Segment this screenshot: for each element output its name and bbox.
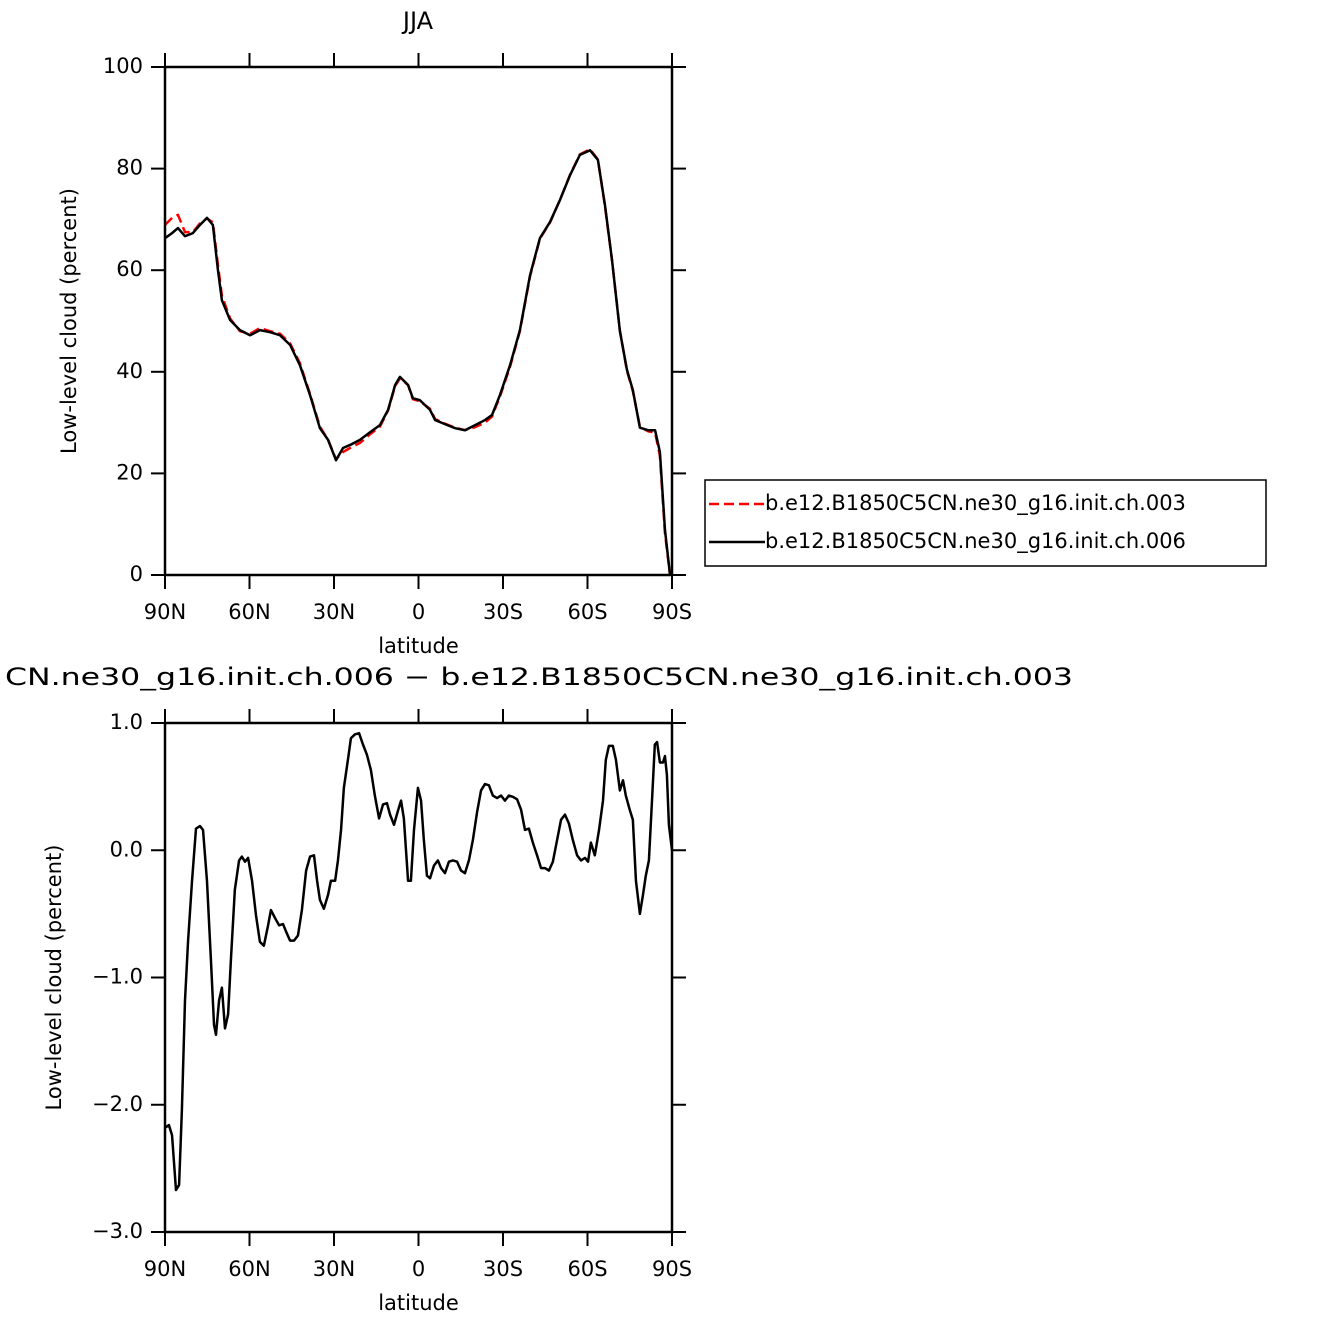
legend-box	[704, 479, 1267, 567]
x-tick-label: 60S	[567, 1257, 607, 1281]
x-tick-label: 60S	[567, 600, 607, 624]
y-axis-label: Low-level cloud (percent)	[42, 845, 66, 1111]
x-axis-label: latitude	[378, 1291, 459, 1315]
data-line	[164, 149, 672, 576]
x-tick-label: 0	[412, 1257, 425, 1281]
chart-title: CN.ne30_g16.init.ch.006 − b.e12.B1850C5C…	[5, 663, 1073, 691]
x-tick-label: 90N	[144, 600, 186, 624]
plot-frame	[163, 65, 674, 577]
x-tick-label: 30N	[313, 600, 355, 624]
plot-frame	[163, 721, 674, 1234]
y-tick-label: 60	[116, 257, 143, 281]
chart-title: JJA	[401, 7, 434, 35]
x-tick-label: 30S	[483, 600, 523, 624]
y-tick-label: −1.0	[92, 965, 143, 989]
x-tick-label: 0	[412, 600, 425, 624]
x-tick-label: 60N	[228, 1257, 270, 1281]
legend-label: b.e12.B1850C5CN.ne30_g16.init.ch.006	[765, 529, 1186, 554]
x-tick-label: 90S	[652, 1257, 692, 1281]
y-tick-label: 1.0	[110, 710, 143, 734]
x-tick-label: 90N	[144, 1257, 186, 1281]
x-tick-label: 60N	[228, 600, 270, 624]
data-line	[164, 148, 672, 576]
y-tick-label: 80	[116, 156, 143, 180]
data-line	[164, 731, 674, 1192]
legend-label: b.e12.B1850C5CN.ne30_g16.init.ch.003	[765, 491, 1186, 516]
x-tick-label: 90S	[652, 600, 692, 624]
y-tick-label: −2.0	[92, 1092, 143, 1116]
y-tick-label: −3.0	[92, 1219, 143, 1243]
y-tick-label: 40	[116, 359, 143, 383]
y-tick-label: 0	[130, 562, 143, 586]
y-tick-label: 0.0	[110, 837, 143, 861]
y-tick-label: 20	[116, 460, 143, 484]
y-tick-label: 100	[103, 54, 143, 78]
x-tick-label: 30N	[313, 1257, 355, 1281]
y-axis-label: Low-level cloud (percent)	[57, 188, 81, 454]
x-axis-label: latitude	[378, 634, 459, 658]
x-tick-label: 30S	[483, 1257, 523, 1281]
